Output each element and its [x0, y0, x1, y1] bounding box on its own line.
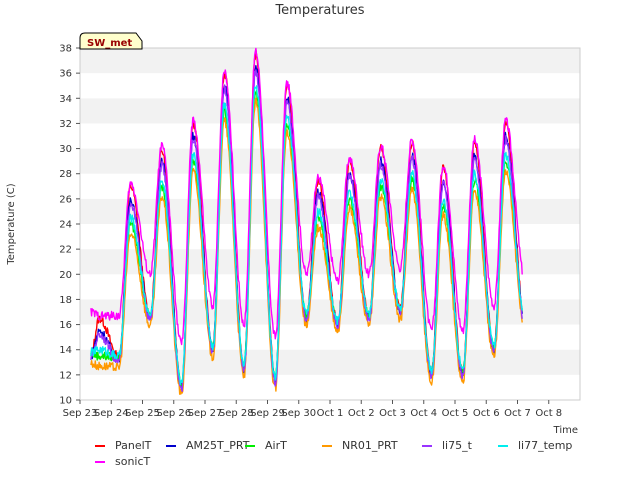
legend: PanelT AM25T_PRT AirT NR01_PRT li75_t li77_te…	[95, 439, 572, 468]
x-tick-label: Oct 2	[348, 408, 375, 419]
plot-band	[80, 198, 580, 224]
x-tick-label: Oct 5	[442, 408, 469, 419]
plot-band	[80, 98, 580, 124]
y-tick-label: 36	[59, 69, 72, 80]
site-label-text: SW_met	[87, 38, 132, 49]
x-tick-label: Oct 3	[379, 408, 406, 419]
chart-title: Temperatures	[274, 3, 364, 18]
y-tick-label: 14	[59, 345, 72, 356]
legend-label: NR01_PRT	[342, 439, 398, 452]
plot-band	[80, 349, 580, 375]
legend-label: li75_t	[442, 439, 473, 452]
x-tick-label: Sep 30	[281, 408, 316, 419]
series-lines	[90, 47, 523, 395]
y-tick-label: 18	[59, 295, 72, 306]
y-tick-label: 28	[59, 169, 72, 180]
legend-item-panelt: PanelT	[95, 439, 152, 452]
x-tick-label: Oct 1	[317, 408, 344, 419]
y-tick-label: 20	[59, 270, 72, 281]
x-tick-label: Sep 28	[219, 408, 254, 419]
plot-band	[80, 48, 580, 74]
site-label-badge: SW_met	[79, 32, 143, 50]
legend-item-nr01-prt: NR01_PRT	[322, 439, 398, 452]
x-tick-label: Sep 26	[156, 408, 191, 419]
y-axis: 10 12 14 16 18 20 22 24 26 28 30 32 34 36 38	[59, 44, 80, 407]
legend-label: sonicT	[115, 455, 151, 468]
legend-item-li75-t: li75_t	[422, 439, 473, 452]
site-label-box	[79, 32, 143, 50]
y-tick-label: 26	[59, 194, 72, 205]
y-tick-label: 16	[59, 320, 72, 331]
legend-label: AM25T_PRT	[186, 439, 250, 452]
series-line-sonict	[90, 47, 523, 346]
plot-band	[80, 299, 580, 325]
legend-label: PanelT	[115, 439, 152, 452]
legend-label: li77_temp	[518, 439, 572, 452]
plot-band	[80, 374, 580, 400]
legend-item-am25t-prt: AM25T_PRT	[166, 439, 250, 452]
y-tick-label: 34	[59, 94, 72, 105]
y-tick-label: 22	[59, 245, 72, 256]
y-axis-label: Temperature (C)	[6, 183, 17, 265]
plot-band	[80, 123, 580, 149]
series-line-nr01-prt	[90, 97, 523, 395]
series-line-li77-temp	[90, 85, 523, 386]
x-tick-label: Sep 27	[188, 408, 223, 419]
y-tick-label: 30	[59, 144, 72, 155]
legend-item-sonict: sonicT	[95, 455, 151, 468]
plot-band	[80, 324, 580, 350]
legend-label: AirT	[265, 439, 287, 452]
y-tick-label: 10	[59, 396, 72, 407]
x-tick-label: Oct 8	[535, 408, 562, 419]
x-axis-label: Time	[553, 425, 578, 436]
y-tick-label: 38	[59, 44, 72, 55]
plot-band	[80, 73, 580, 99]
x-tick-label: Oct 7	[504, 408, 531, 419]
x-tick-label: Oct 4	[410, 408, 437, 419]
x-tick-label: Sep 25	[125, 408, 160, 419]
y-tick-label: 24	[59, 220, 72, 231]
x-tick-label: Sep 23	[63, 408, 98, 419]
x-tick-label: Oct 6	[473, 408, 500, 419]
legend-item-li77-temp: li77_temp	[498, 439, 572, 452]
x-tick-label: Sep 29	[250, 408, 285, 419]
y-tick-label: 12	[59, 370, 72, 381]
legend-item-airt: AirT	[245, 439, 287, 452]
x-tick-label: Sep 24	[94, 408, 129, 419]
y-tick-label: 32	[59, 119, 72, 130]
